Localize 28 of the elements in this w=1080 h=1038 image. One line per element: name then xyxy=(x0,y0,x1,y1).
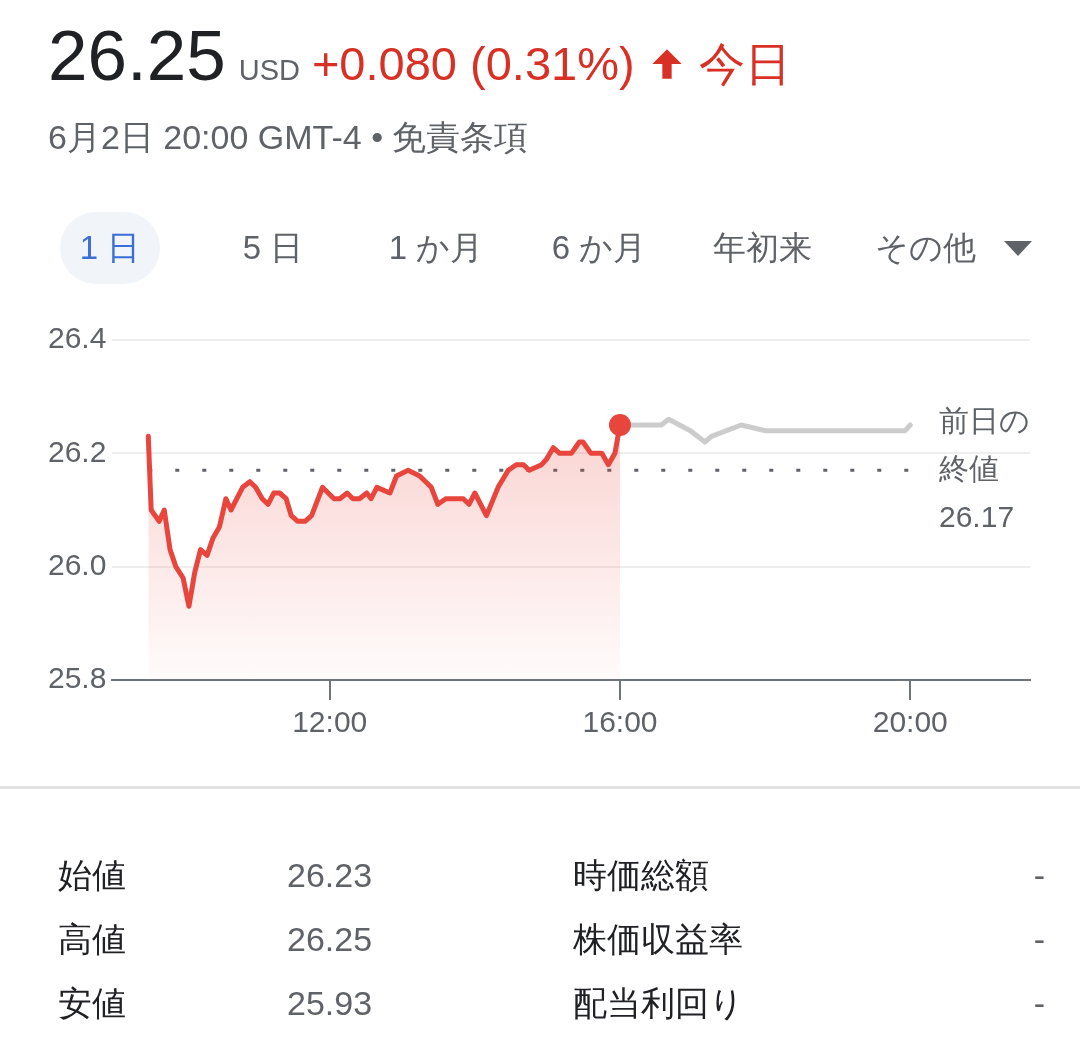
text: - xyxy=(1033,983,1045,1023)
y-tick-label: 26.0 xyxy=(48,547,107,581)
text: 安値 xyxy=(58,983,126,1023)
x-tick-label: 12:00 xyxy=(292,705,368,739)
text: 年初来 xyxy=(712,228,812,268)
y-tick-label: 26.2 xyxy=(48,434,107,468)
text: - xyxy=(1033,919,1045,959)
text: 時価総額 xyxy=(573,855,709,895)
text: 始値 xyxy=(58,855,126,895)
text: 5 日 xyxy=(242,228,304,268)
chart-subtitle: 6月2日 20:00 GMT-4 • 免責条項 xyxy=(48,117,529,157)
text: 1 日 xyxy=(60,212,160,284)
y-tick-label: 25.8 xyxy=(48,661,107,695)
text: 高値 xyxy=(58,919,126,959)
text: 6 か月 xyxy=(551,228,647,268)
text: 26.23 xyxy=(287,855,373,895)
x-tick-label: 16:00 xyxy=(582,705,658,739)
text: 株価収益率 xyxy=(573,919,743,959)
ref-line-label: 前日の終値 26.17 xyxy=(938,403,1030,533)
y-tick-label: 26.4 xyxy=(48,321,107,355)
text: 26.25 xyxy=(287,919,373,959)
text: 1 か月 xyxy=(388,228,484,268)
text: 配当利回り xyxy=(573,983,744,1023)
x-tick-label: 20:00 xyxy=(872,705,948,739)
text: 25.93 xyxy=(287,983,373,1023)
text: - xyxy=(1033,855,1045,895)
chart-title: 26.25 USD +0.080 (0.31%) 今日 xyxy=(48,16,791,95)
text: その他 xyxy=(874,228,976,268)
